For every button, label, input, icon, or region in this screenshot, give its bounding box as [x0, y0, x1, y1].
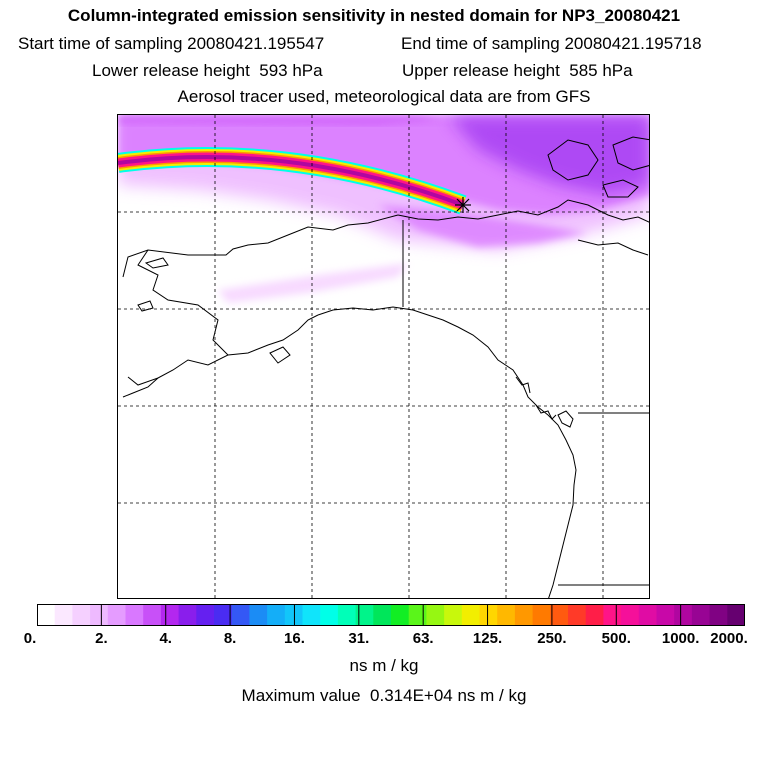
colorbar-swatch [373, 604, 392, 626]
colorbar-swatch [284, 604, 303, 626]
colorbar-swatch [532, 604, 551, 626]
colorbar-swatch [231, 604, 250, 626]
colorbar-swatch [444, 604, 463, 626]
colorbar-tick-label: 4. [159, 630, 172, 647]
colorbar-tick-label: 63. [412, 630, 434, 647]
colorbar-tick-label: 8. [223, 630, 237, 647]
colorbar-tick-label: 2000. [710, 630, 748, 647]
colorbar-swatch [37, 604, 56, 626]
colorbar-swatch [514, 604, 534, 626]
colorbar-tick-label: 500. [601, 630, 631, 647]
sampling-start-time: Start time of sampling 20080421.195547 [18, 34, 325, 53]
colorbar-swatch [479, 604, 498, 626]
colorbar-swatch [727, 604, 745, 626]
colorbar-tick-label: 31. [348, 630, 370, 647]
sensitivity-map [117, 114, 650, 599]
colorbar-swatch [638, 604, 657, 626]
colorbar-swatch [107, 604, 126, 626]
colorbar-swatch [267, 604, 286, 626]
colorbar-swatch [585, 604, 604, 626]
sampling-end-time: End time of sampling 20080421.195718 [401, 34, 702, 53]
maximum-value: Maximum value 0.314E+04 ns m / kg [241, 686, 527, 705]
lower-release-height: Lower release height 593 hPa [92, 61, 323, 80]
upper-release-height: Upper release height 585 hPa [402, 61, 633, 80]
colorbar-swatch [568, 604, 587, 626]
colorbar-swatch [656, 604, 675, 626]
colorbar-swatch [461, 604, 480, 626]
colorbar-swatch [355, 604, 374, 626]
colorbar-swatch [426, 604, 445, 626]
colorbar-swatch [709, 604, 728, 626]
coastlines [122, 136, 649, 598]
colorbar-swatch [691, 604, 711, 626]
colorbar-swatch [214, 604, 233, 626]
colorbar-swatch [54, 604, 73, 626]
colorbar-tick-label: 2. [95, 630, 108, 647]
colorbar-swatch [90, 604, 109, 626]
colorbar-tick-label: 16. [284, 630, 305, 647]
colorbar-swatch [249, 604, 268, 626]
colorbar-swatch [337, 604, 357, 626]
trajectory-band [118, 146, 467, 215]
colorbar-swatch [603, 604, 622, 626]
colorbar-ticks: 0. 2. 4. 8. 16. 31. 63. 125. 250. 500. 1000. 2000. [0, 630, 768, 650]
colorbar-swatch [621, 604, 640, 626]
colorbar-swatch [674, 604, 693, 626]
colorbar-swatch [302, 604, 321, 626]
borders [402, 220, 649, 586]
colorbar-swatch [125, 604, 144, 626]
colorbar-tick-label: 0. [23, 630, 37, 647]
colorbar-frame [37, 604, 745, 626]
colorbar-swatch [178, 604, 197, 626]
colorbar-swatch [196, 604, 215, 626]
colorbar [37, 604, 745, 626]
colorbar-tick-label: 250. [537, 630, 567, 647]
colorbar-tick-label: 1000. [661, 630, 700, 647]
graticule [118, 115, 649, 598]
page-title: Column-integrated emission sensitivity i… [67, 6, 681, 25]
colorbar-swatch [160, 604, 180, 626]
colorbar-tick-label: 125. [472, 630, 503, 647]
star-burst-icon [455, 197, 471, 213]
colorbar-swatch [143, 604, 162, 626]
colorbar-swatch [408, 604, 427, 626]
colorbar-swatch [72, 604, 91, 626]
colorbar-swatch [550, 604, 569, 626]
aerosol-tracer-note: Aerosol tracer used, meteorological data… [177, 87, 591, 106]
colorbar-swatch [497, 604, 516, 626]
sensitivity-field [118, 115, 649, 303]
colorbar-swatch [320, 604, 339, 626]
colorbar-units: ns m / kg [349, 656, 419, 675]
colorbar-swatch [391, 604, 410, 626]
